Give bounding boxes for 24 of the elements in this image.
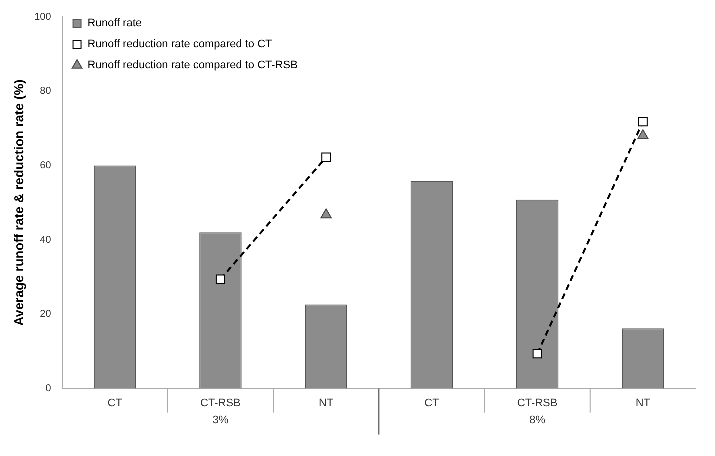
x-tick-label: CT-RSB bbox=[517, 397, 558, 410]
y-tick-label: 100 bbox=[34, 12, 52, 23]
y-tick-label: 80 bbox=[40, 86, 52, 98]
point bbox=[532, 349, 542, 359]
x-tick-label: CT bbox=[424, 397, 440, 410]
y-tick-label: 60 bbox=[40, 160, 52, 172]
text: 8% bbox=[530, 414, 546, 426]
text: 3% bbox=[212, 414, 229, 426]
y-axis-title: Average runoff rate & reduction rate (%) bbox=[11, 80, 26, 326]
x-tick-label: CT bbox=[108, 397, 123, 410]
y-tick-label: 0 bbox=[46, 384, 52, 395]
y-tick-label: 20 bbox=[40, 309, 52, 320]
point bbox=[322, 152, 332, 162]
y-tick-label: 40 bbox=[40, 234, 52, 246]
point bbox=[637, 129, 649, 140]
point bbox=[216, 274, 226, 284]
legend-label: Runoff reduction rate compared to CT-RSB bbox=[88, 60, 298, 72]
x-tick-label: CT-RSB bbox=[200, 397, 241, 410]
legend-label: Runoff rate bbox=[88, 18, 142, 30]
x-tick-label: NT bbox=[318, 397, 334, 410]
x-tick-label: NT bbox=[636, 397, 651, 410]
point bbox=[638, 117, 648, 127]
legend-label: Runoff reduction rate compared to CT bbox=[88, 38, 273, 51]
point bbox=[320, 208, 332, 219]
